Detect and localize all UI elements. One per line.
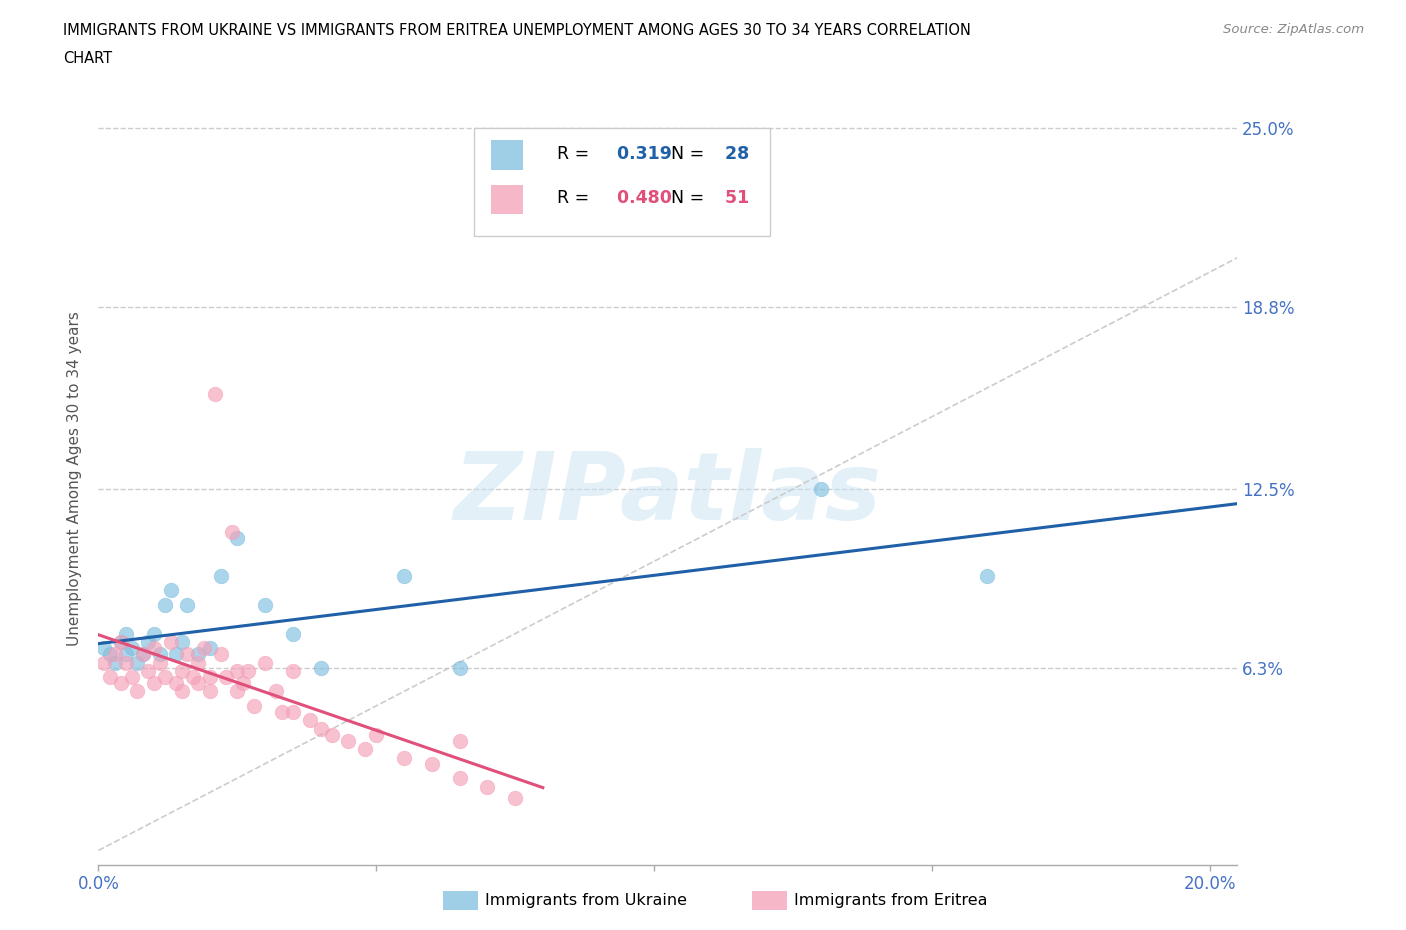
Point: [392, 751, 415, 765]
Point: [226, 664, 249, 679]
Text: Immigrants from Ukraine: Immigrants from Ukraine: [485, 893, 688, 908]
Point: [354, 742, 377, 757]
Point: [209, 646, 232, 661]
Point: [477, 779, 499, 794]
Point: [198, 670, 221, 684]
Point: [159, 583, 181, 598]
Point: [165, 675, 187, 690]
Point: [104, 655, 127, 670]
Point: [110, 635, 132, 650]
Point: [153, 670, 176, 684]
Point: [309, 661, 332, 676]
Text: ZIPatlas: ZIPatlas: [454, 448, 882, 540]
Point: [254, 597, 277, 612]
Bar: [491, 184, 523, 214]
Point: [187, 646, 209, 661]
FancyBboxPatch shape: [474, 127, 770, 236]
Point: [110, 635, 132, 650]
Point: [309, 722, 332, 737]
Point: [226, 684, 249, 698]
Point: [209, 568, 232, 583]
Point: [104, 646, 127, 661]
Point: [392, 568, 415, 583]
Point: [121, 641, 143, 656]
Point: [221, 525, 243, 540]
Point: [198, 684, 221, 698]
Point: [449, 733, 471, 748]
Point: [226, 531, 249, 546]
Point: [127, 655, 149, 670]
Point: [176, 646, 198, 661]
Point: [281, 626, 304, 641]
Text: R =: R =: [557, 144, 589, 163]
Point: [93, 641, 115, 656]
Text: IMMIGRANTS FROM UKRAINE VS IMMIGRANTS FROM ERITREA UNEMPLOYMENT AMONG AGES 30 TO: IMMIGRANTS FROM UKRAINE VS IMMIGRANTS FR…: [63, 23, 972, 38]
Point: [198, 641, 221, 656]
Point: [115, 626, 138, 641]
Text: Source: ZipAtlas.com: Source: ZipAtlas.com: [1223, 23, 1364, 36]
Point: [238, 664, 260, 679]
Point: [281, 664, 304, 679]
Point: [321, 727, 343, 742]
Point: [366, 727, 388, 742]
Point: [264, 684, 287, 698]
Point: [170, 684, 193, 698]
Point: [127, 684, 149, 698]
Point: [98, 670, 121, 684]
Point: [170, 635, 193, 650]
Point: [976, 568, 998, 583]
Point: [232, 675, 254, 690]
Point: [193, 641, 215, 656]
Point: [110, 675, 132, 690]
Y-axis label: Unemployment Among Ages 30 to 34 years: Unemployment Among Ages 30 to 34 years: [67, 312, 83, 646]
Point: [503, 791, 526, 806]
Point: [176, 597, 198, 612]
Point: [93, 655, 115, 670]
Point: [298, 713, 321, 728]
Text: 0.480: 0.480: [612, 189, 672, 206]
Text: R =: R =: [557, 189, 589, 206]
Point: [337, 733, 360, 748]
Text: N =: N =: [671, 189, 704, 206]
Point: [215, 670, 238, 684]
Point: [132, 646, 155, 661]
Point: [148, 655, 170, 670]
Point: [148, 646, 170, 661]
Point: [243, 698, 266, 713]
Point: [143, 641, 166, 656]
Point: [153, 597, 176, 612]
Point: [132, 646, 155, 661]
Point: [810, 482, 832, 497]
Point: [115, 646, 138, 661]
Point: [170, 664, 193, 679]
Point: [270, 704, 292, 719]
Point: [138, 664, 160, 679]
Point: [98, 646, 121, 661]
Point: [420, 756, 443, 771]
Text: N =: N =: [671, 144, 704, 163]
Point: [254, 655, 277, 670]
Text: 28: 28: [718, 144, 749, 163]
Point: [121, 670, 143, 684]
Point: [159, 635, 181, 650]
Bar: [491, 140, 523, 170]
Text: 51: 51: [718, 189, 749, 206]
Point: [281, 704, 304, 719]
Point: [449, 661, 471, 676]
Point: [143, 675, 166, 690]
Text: 0.319: 0.319: [612, 144, 672, 163]
Point: [449, 771, 471, 786]
Point: [187, 675, 209, 690]
Point: [204, 386, 226, 401]
Point: [115, 655, 138, 670]
Point: [181, 670, 204, 684]
Point: [165, 646, 187, 661]
Text: Immigrants from Eritrea: Immigrants from Eritrea: [794, 893, 988, 908]
Text: CHART: CHART: [63, 51, 112, 66]
Point: [143, 626, 166, 641]
Point: [138, 635, 160, 650]
Point: [187, 655, 209, 670]
